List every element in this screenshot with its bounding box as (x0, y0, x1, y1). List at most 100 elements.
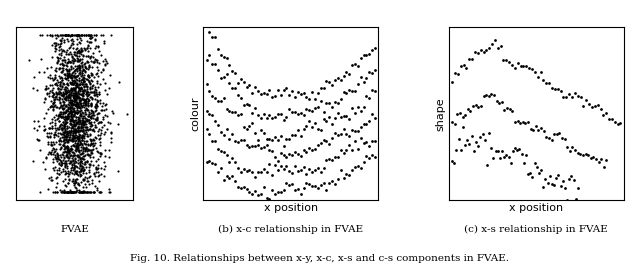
Point (59, 72, 69, 76)
Point (100, 102, 110, 107)
Point (65, 59, 76, 64)
Point (71, 102, 81, 106)
Point (58, 138, 68, 142)
Point (104, 187, 114, 192)
Point (96, 70, 106, 74)
Point (95, 190, 106, 194)
Point (78, 101, 88, 105)
Point (339, 151, 349, 155)
Point (84, 121, 95, 125)
Point (86, 33, 97, 38)
Point (72, 58, 83, 63)
Point (67, 36, 77, 41)
Point (61, 152, 72, 157)
Point (507, 109, 517, 113)
Point (72, 54, 83, 59)
Point (64, 155, 74, 160)
Point (95, 153, 106, 158)
Point (239, 125, 249, 130)
Point (77, 138, 88, 142)
Point (83, 43, 93, 48)
Point (247, 144, 257, 149)
Point (75, 36, 85, 40)
Point (75, 97, 85, 102)
Point (81, 101, 91, 105)
Point (58, 115, 68, 119)
Point (67, 99, 77, 104)
Point (84, 75, 94, 79)
Point (58, 58, 68, 62)
Point (49, 115, 59, 119)
Point (55, 138, 65, 142)
Point (62, 134, 72, 139)
Point (49, 82, 60, 87)
Point (81, 152, 92, 156)
Point (58, 190, 68, 194)
Point (40, 116, 50, 120)
Point (49, 96, 60, 101)
Point (60, 82, 70, 86)
Point (544, 136, 554, 140)
Point (102, 127, 112, 131)
Point (61, 135, 71, 139)
Point (79, 73, 90, 77)
Point (77, 47, 87, 52)
Point (92, 116, 102, 121)
Point (77, 110, 88, 115)
Point (97, 33, 108, 38)
Point (83, 182, 93, 186)
Point (454, 137, 464, 141)
Point (95, 190, 106, 194)
Point (61, 155, 72, 159)
Point (84, 92, 94, 96)
Point (81, 145, 91, 150)
Y-axis label: colour: colour (190, 96, 200, 131)
Point (85, 124, 95, 128)
Point (67, 82, 77, 86)
Point (54, 131, 65, 136)
Point (54, 112, 64, 116)
Point (76, 166, 86, 171)
Point (63, 94, 74, 99)
Point (74, 73, 84, 78)
Point (72, 37, 82, 41)
Point (58, 130, 68, 135)
Point (75, 82, 85, 86)
Point (504, 60, 515, 64)
Point (67, 41, 77, 45)
Point (72, 101, 82, 105)
Point (72, 115, 83, 119)
Point (69, 122, 79, 126)
Point (59, 123, 69, 128)
Point (73, 58, 83, 62)
Point (59, 110, 69, 115)
Point (67, 93, 77, 97)
Point (51, 147, 61, 152)
Point (84, 148, 94, 153)
Point (298, 127, 308, 131)
Point (79, 121, 90, 126)
Point (89, 75, 99, 79)
Point (65, 95, 76, 99)
Point (39, 128, 49, 132)
Point (88, 116, 98, 120)
Point (108, 111, 118, 116)
Point (51, 43, 61, 47)
Point (62, 116, 72, 121)
Point (70, 145, 81, 149)
Point (221, 127, 232, 131)
Point (53, 58, 63, 62)
Point (56, 78, 67, 82)
Point (98, 68, 108, 72)
Point (69, 166, 79, 170)
Point (580, 152, 591, 156)
Point (61, 88, 71, 92)
Point (74, 173, 84, 177)
Point (81, 128, 91, 133)
Point (57, 69, 67, 73)
Point (207, 62, 218, 66)
Point (77, 33, 87, 38)
Point (64, 103, 74, 108)
Point (64, 67, 74, 71)
Point (367, 152, 377, 157)
